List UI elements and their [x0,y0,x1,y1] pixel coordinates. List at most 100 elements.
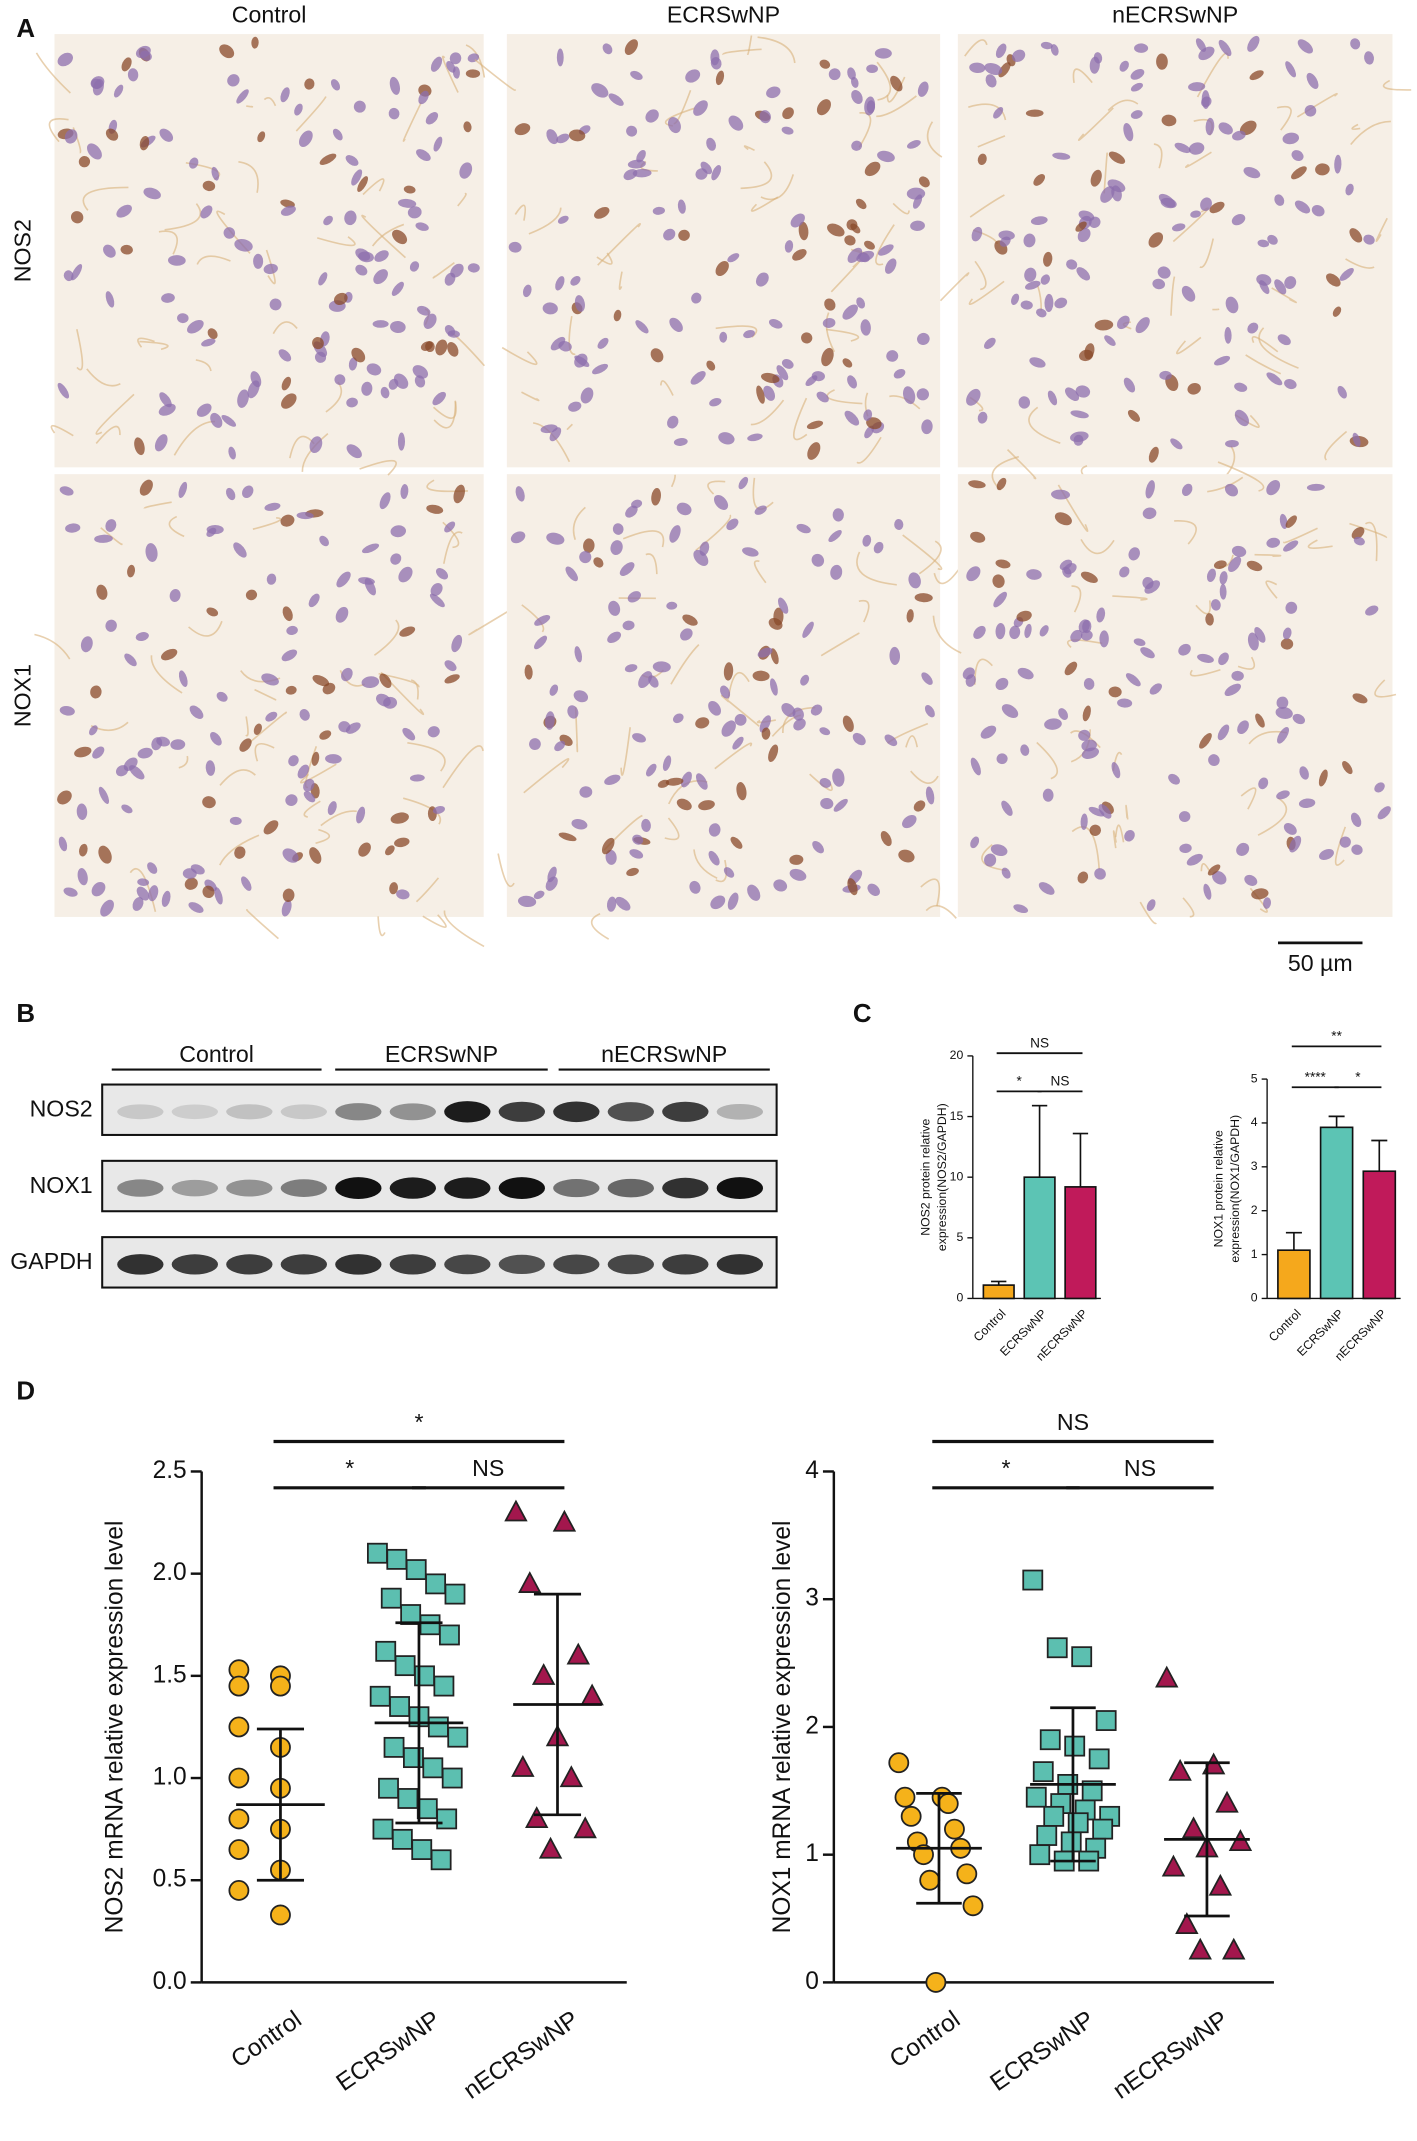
data-point [419,1614,441,1636]
cell-nucleus [917,81,929,97]
stroma-fiber [188,620,223,637]
cell-nucleus [985,74,997,88]
cell-nucleus [1146,899,1156,912]
cell-nucleus [864,161,881,177]
blot-band [389,1254,437,1275]
cell-nucleus [1263,897,1271,909]
cell-nucleus [1210,599,1221,611]
stroma-fiber [219,769,256,786]
stroma-fiber [303,800,321,818]
cell-nucleus [351,169,363,186]
y-tick-label: 10 [950,1169,964,1183]
cell-nucleus [1159,370,1172,380]
cell-nucleus [966,566,981,582]
cell-nucleus [608,93,624,106]
cell-nucleus [524,664,533,680]
cell-nucleus [161,890,171,907]
cell-nucleus [312,675,330,687]
cell-nucleus [641,818,651,832]
data-point [1215,1790,1239,1813]
cell-nucleus [1033,174,1046,186]
stroma-fiber [660,380,674,396]
cell-nucleus [1013,904,1029,914]
histology-image [35,34,486,472]
stroma-fiber [1350,120,1391,146]
cell-nucleus [756,385,765,404]
cell-nucleus [1334,154,1342,174]
cell-nucleus [556,133,570,144]
cell-nucleus [847,878,858,896]
cell-nucleus [121,804,133,814]
cell-nucleus [638,671,653,689]
stroma-fiber [1307,539,1333,549]
cell-nucleus [308,593,320,608]
cell-nucleus [636,149,646,163]
stroma-fiber [245,909,279,940]
cell-nucleus [247,380,260,399]
stroma-fiber [1078,107,1114,141]
cell-nucleus [158,403,176,416]
cell-nucleus [414,375,426,388]
data-point [962,1895,984,1917]
data-point [913,1844,934,1866]
stroma-fiber [1112,830,1117,849]
significance-label: * [1016,1073,1022,1088]
cell-nucleus [862,534,872,547]
data-point [270,1904,291,1926]
stroma-fiber [95,425,121,444]
cell-nucleus [1203,883,1212,900]
stroma-fiber [720,694,760,727]
cell-nucleus [851,90,863,104]
panel-label: A [16,15,35,43]
stroma-fiber [1237,656,1256,670]
stroma-fiber [1324,430,1348,461]
cell-nucleus [390,812,409,824]
stroma-fiber [1283,527,1318,544]
stroma-fiber [926,121,943,158]
histology-image [497,474,961,940]
cell-nucleus [282,888,295,903]
cell-nucleus [816,99,831,116]
cell-nucleus [177,313,189,324]
cell-nucleus [568,401,582,412]
cell-nucleus [1218,39,1232,57]
stroma-fiber [620,727,631,776]
cell-nucleus [1029,357,1046,368]
stroma-fiber [757,36,796,64]
cell-nucleus [682,614,698,626]
cell-nucleus [898,849,915,863]
cell-nucleus [154,434,168,452]
cell-nucleus [761,372,780,384]
cell-nucleus [1089,56,1100,74]
cell-nucleus [303,791,316,803]
cell-nucleus [592,363,609,375]
cell-nucleus [789,854,804,865]
cell-nucleus [444,272,456,286]
cell-nucleus [1179,843,1192,854]
cell-nucleus [811,553,825,567]
cell-nucleus [170,739,186,750]
cell-nucleus [1282,132,1300,145]
column-label: nECRSwNP [1112,1,1238,27]
significance-label: NS [1051,1073,1070,1088]
cell-nucleus [1291,166,1307,180]
cell-nucleus [807,442,821,460]
cell-nucleus [732,736,744,750]
cell-nucleus [1090,169,1102,187]
cell-nucleus [1247,35,1260,52]
cell-nucleus [1058,708,1069,720]
cell-nucleus [1199,733,1212,749]
blot-band [498,1101,546,1122]
cell-nucleus [693,100,708,116]
data-point [411,1839,433,1860]
cell-nucleus [1254,627,1266,643]
cell-nucleus [136,886,150,901]
cell-nucleus [1016,610,1032,622]
cell-nucleus [1181,285,1196,302]
stroma-fiber [320,810,357,827]
x-tick-label: Control [226,2006,306,2073]
y-axis-label: expression(NOS2/GAPDH) [935,1103,949,1251]
cell-nucleus [714,494,729,510]
cell-nucleus [1009,625,1021,640]
cell-nucleus [708,850,720,866]
